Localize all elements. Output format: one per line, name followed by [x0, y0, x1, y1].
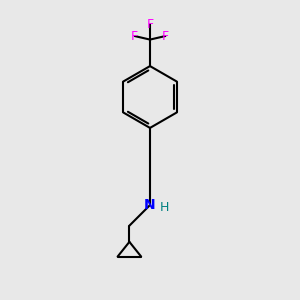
Text: H: H — [159, 201, 169, 214]
Text: F: F — [146, 18, 154, 31]
Text: F: F — [162, 30, 169, 43]
Text: N: N — [144, 198, 156, 212]
Text: F: F — [131, 30, 138, 43]
